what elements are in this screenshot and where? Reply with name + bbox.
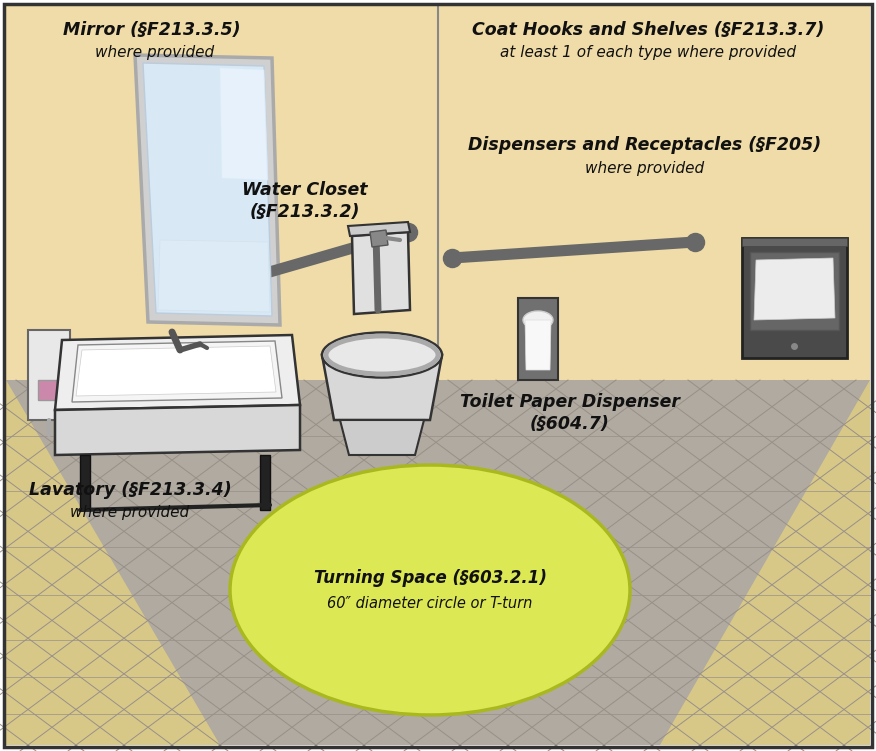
Text: Water Closet: Water Closet	[243, 181, 368, 199]
Polygon shape	[518, 298, 558, 380]
Text: (§F213.3.2): (§F213.3.2)	[250, 203, 360, 221]
Polygon shape	[525, 320, 551, 370]
Text: Mirror (§F213.3.5): Mirror (§F213.3.5)	[63, 21, 241, 39]
Polygon shape	[750, 252, 839, 330]
Polygon shape	[38, 380, 60, 400]
Polygon shape	[352, 232, 410, 314]
Polygon shape	[660, 380, 870, 745]
Text: 60″ diameter circle or T-turn: 60″ diameter circle or T-turn	[328, 596, 533, 611]
Text: Lavatory (§F213.3.4): Lavatory (§F213.3.4)	[29, 481, 231, 499]
Polygon shape	[348, 222, 410, 236]
Polygon shape	[6, 380, 220, 745]
Polygon shape	[260, 455, 270, 510]
Text: (§604.7): (§604.7)	[530, 415, 610, 433]
Polygon shape	[6, 380, 870, 745]
Ellipse shape	[230, 465, 630, 715]
Text: Turning Space (§603.2.1): Turning Space (§603.2.1)	[314, 569, 547, 587]
Polygon shape	[158, 240, 270, 312]
Polygon shape	[6, 6, 870, 380]
Polygon shape	[55, 405, 300, 455]
Polygon shape	[742, 238, 847, 358]
Ellipse shape	[523, 311, 553, 329]
Polygon shape	[742, 238, 847, 246]
Polygon shape	[340, 420, 424, 455]
Text: where provided: where provided	[585, 161, 704, 176]
Polygon shape	[55, 335, 300, 410]
Text: where provided: where provided	[70, 505, 189, 520]
Text: Coat Hooks and Shelves (§F213.3.7): Coat Hooks and Shelves (§F213.3.7)	[472, 21, 824, 39]
Text: where provided: where provided	[95, 44, 215, 59]
Polygon shape	[754, 258, 835, 320]
Polygon shape	[370, 230, 388, 247]
Polygon shape	[135, 55, 280, 325]
Text: Dispensers and Receptacles (§F205): Dispensers and Receptacles (§F205)	[469, 136, 822, 154]
Polygon shape	[322, 355, 442, 420]
Polygon shape	[80, 455, 90, 510]
Text: at least 1 of each type where provided: at least 1 of each type where provided	[500, 44, 796, 59]
Polygon shape	[72, 341, 282, 402]
Polygon shape	[76, 346, 276, 396]
Text: Toilet Paper Dispenser: Toilet Paper Dispenser	[460, 393, 680, 411]
Ellipse shape	[322, 333, 442, 378]
Polygon shape	[143, 63, 272, 316]
Polygon shape	[220, 68, 268, 180]
Polygon shape	[6, 6, 180, 745]
Polygon shape	[28, 330, 70, 420]
